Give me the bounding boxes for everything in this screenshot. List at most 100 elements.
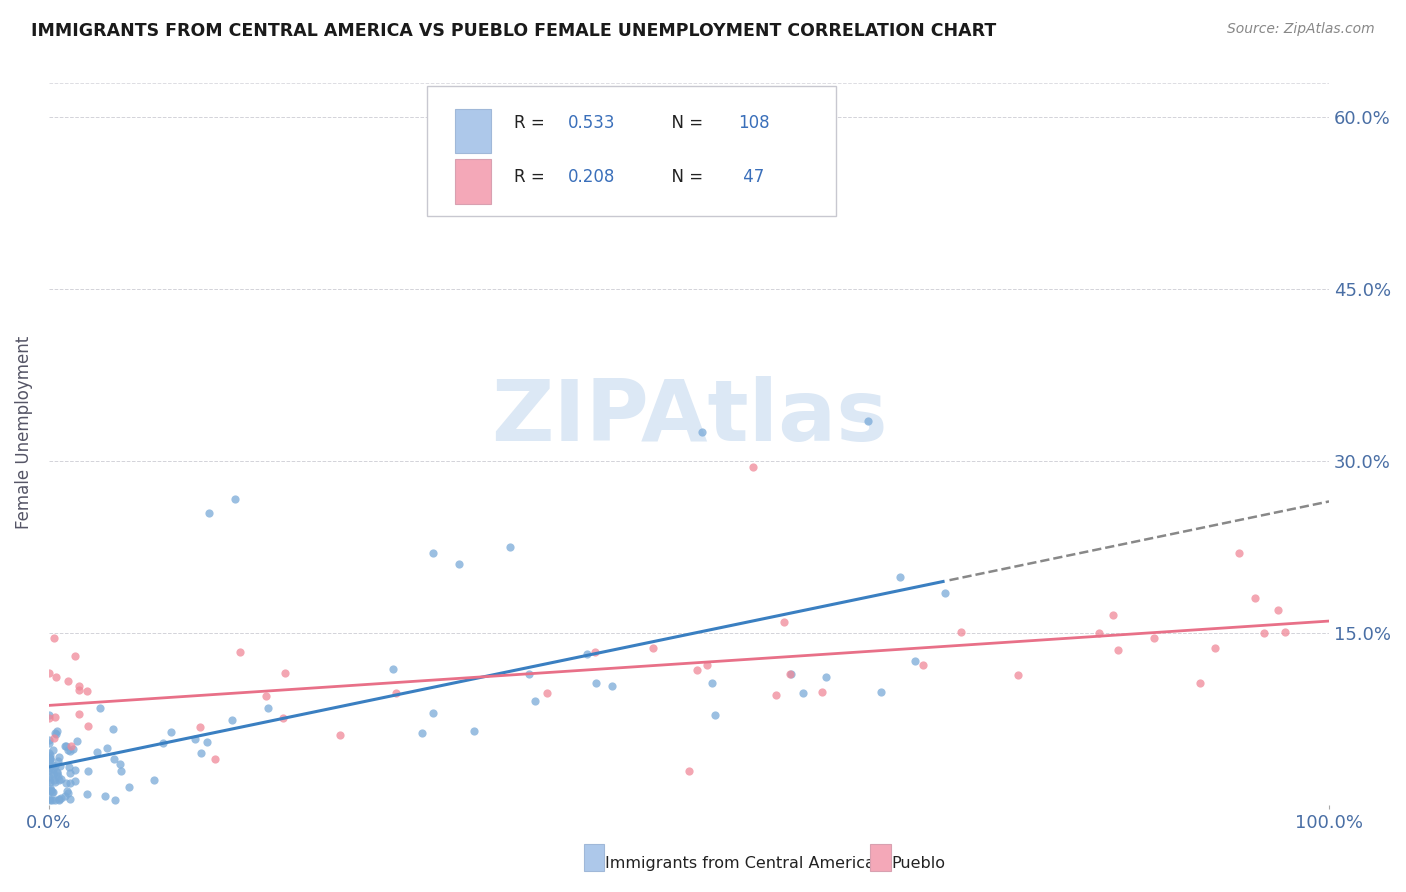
Point <box>1101 607 1123 622</box>
Text: Immigrants from Central America: Immigrants from Central America <box>605 856 875 871</box>
Point <box>382 662 405 676</box>
Point <box>814 670 837 684</box>
Point <box>447 558 470 572</box>
Point <box>536 686 558 700</box>
Point <box>60 739 83 753</box>
Point <box>38 775 60 789</box>
Point <box>44 759 66 773</box>
Point <box>48 792 70 806</box>
Point <box>38 707 60 722</box>
Point <box>38 763 60 777</box>
Point <box>56 786 79 800</box>
Point <box>190 746 212 760</box>
Point <box>49 772 72 786</box>
Text: 0.533: 0.533 <box>568 114 614 132</box>
Point <box>184 732 207 747</box>
Point <box>62 742 84 756</box>
Point <box>870 684 893 698</box>
Point <box>773 615 796 630</box>
Point <box>41 757 63 772</box>
Text: R =: R = <box>513 169 550 186</box>
Point <box>48 750 70 764</box>
Point <box>949 624 972 639</box>
Point <box>38 781 60 796</box>
Bar <box>454 109 491 153</box>
Text: 108: 108 <box>738 114 769 132</box>
Point <box>585 676 607 690</box>
Point <box>38 733 60 747</box>
Point <box>271 711 294 725</box>
Point <box>42 731 65 745</box>
Point <box>41 785 63 799</box>
Point <box>256 689 278 703</box>
Point <box>38 752 60 766</box>
Point <box>48 772 70 787</box>
Point <box>59 792 82 806</box>
Point <box>49 758 72 772</box>
Point <box>1189 676 1212 690</box>
Point <box>41 768 63 782</box>
Point <box>69 682 91 697</box>
Point <box>38 755 60 769</box>
Point <box>56 743 79 757</box>
Point <box>256 700 278 714</box>
Point <box>411 726 433 740</box>
Point <box>641 640 664 655</box>
Point <box>76 787 98 801</box>
Point <box>38 751 60 765</box>
Point <box>118 780 141 795</box>
Point <box>1229 546 1251 560</box>
Point <box>780 667 803 681</box>
Point <box>55 739 77 754</box>
Point <box>1204 641 1226 656</box>
Point <box>42 773 65 788</box>
Point <box>58 674 80 689</box>
Point <box>792 686 814 700</box>
Point <box>934 586 956 600</box>
Point <box>103 752 125 766</box>
Point <box>422 546 444 560</box>
Point <box>463 724 485 739</box>
Point <box>224 491 246 506</box>
Point <box>524 694 547 708</box>
Point <box>198 506 221 520</box>
Point <box>96 740 118 755</box>
Point <box>1087 626 1109 640</box>
Text: R =: R = <box>513 114 550 132</box>
Point <box>104 792 127 806</box>
Point <box>59 766 82 780</box>
Point <box>690 425 713 440</box>
Point <box>67 707 90 722</box>
Point <box>274 665 297 680</box>
Point <box>221 713 243 727</box>
Bar <box>454 160 491 204</box>
Point <box>42 631 65 645</box>
Point <box>422 706 444 721</box>
Point <box>1274 625 1296 640</box>
Point <box>46 754 69 768</box>
Point <box>600 679 623 693</box>
Point <box>89 701 111 715</box>
Point <box>49 791 72 805</box>
Point <box>48 792 70 806</box>
Point <box>41 782 63 797</box>
Point <box>229 645 252 659</box>
Point <box>38 736 60 750</box>
Point <box>904 654 927 668</box>
Point <box>38 666 60 681</box>
Point <box>53 789 76 803</box>
Text: 0.208: 0.208 <box>568 169 614 186</box>
Point <box>38 761 60 775</box>
Point <box>46 769 69 783</box>
Point <box>38 772 60 787</box>
Point <box>742 459 765 474</box>
Point <box>703 708 725 723</box>
Point <box>46 764 69 779</box>
Point <box>889 569 911 583</box>
Y-axis label: Female Unemployment: Female Unemployment <box>15 336 32 529</box>
Text: 47: 47 <box>738 169 763 186</box>
Point <box>38 747 60 761</box>
Point <box>63 649 86 664</box>
Point <box>1007 668 1029 682</box>
Point <box>110 757 132 772</box>
